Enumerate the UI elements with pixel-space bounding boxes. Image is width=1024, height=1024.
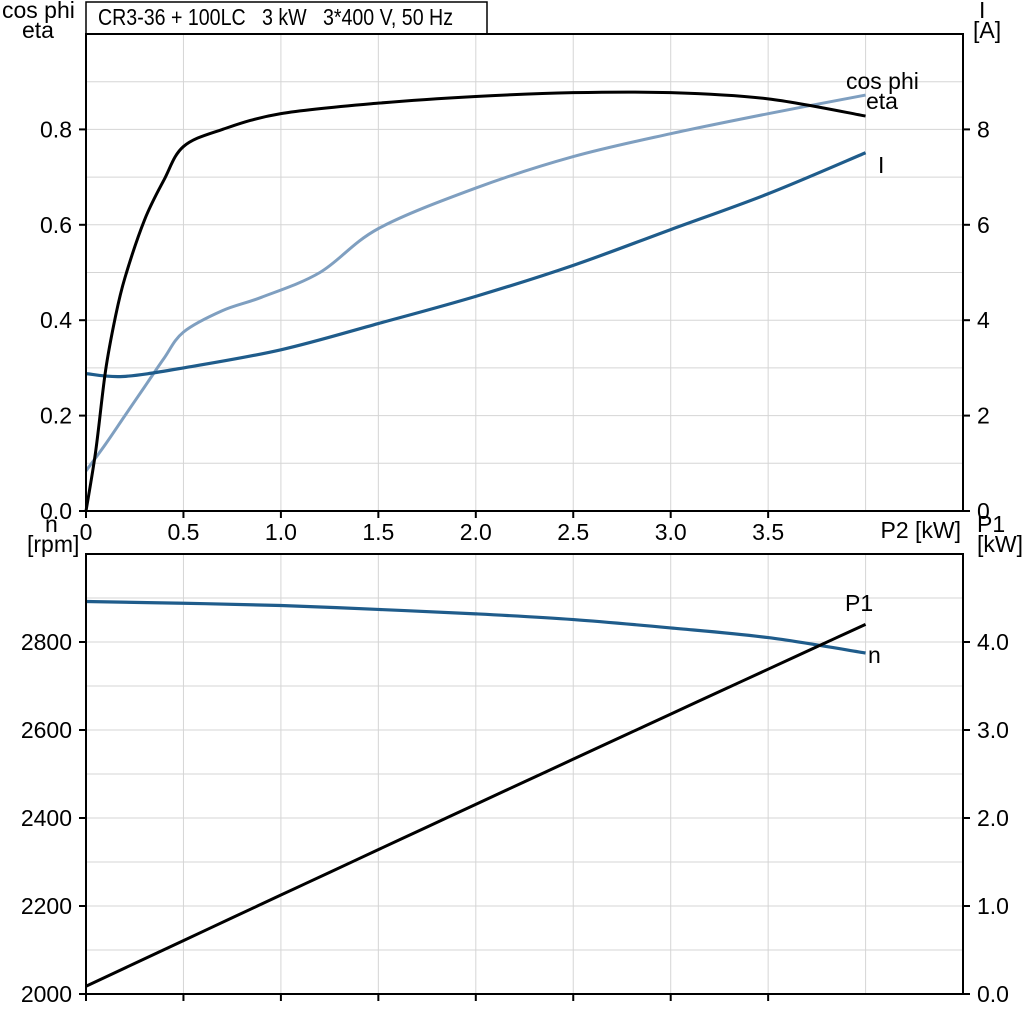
svg-text:0.4: 0.4: [40, 307, 72, 333]
svg-text:2.0: 2.0: [460, 519, 492, 545]
svg-text:[kW]: [kW]: [977, 531, 1023, 557]
svg-text:eta: eta: [866, 88, 898, 114]
svg-text:[rpm]: [rpm]: [27, 531, 79, 557]
svg-text:0.2: 0.2: [40, 403, 72, 429]
svg-text:0.6: 0.6: [40, 212, 72, 238]
svg-text:n: n: [868, 642, 881, 668]
svg-text:6: 6: [977, 212, 990, 238]
svg-text:2400: 2400: [21, 805, 72, 831]
svg-text:8: 8: [977, 116, 990, 142]
svg-text:3.0: 3.0: [655, 519, 687, 545]
svg-text:P2 [kW]: P2 [kW]: [880, 517, 961, 543]
svg-text:2.0: 2.0: [977, 805, 1009, 831]
svg-text:3.5: 3.5: [752, 519, 784, 545]
svg-text:2800: 2800: [21, 629, 72, 655]
svg-text:1.5: 1.5: [362, 519, 394, 545]
svg-text:0.5: 0.5: [167, 519, 199, 545]
svg-text:I: I: [878, 152, 884, 178]
svg-text:2200: 2200: [21, 893, 72, 919]
svg-text:2: 2: [977, 403, 990, 429]
svg-text:4: 4: [977, 307, 990, 333]
svg-text:3.0: 3.0: [977, 717, 1009, 743]
svg-text:2000: 2000: [21, 981, 72, 1007]
svg-text:0.8: 0.8: [40, 116, 72, 142]
svg-text:4.0: 4.0: [977, 629, 1009, 655]
svg-text:2600: 2600: [21, 717, 72, 743]
svg-text:P1: P1: [845, 590, 873, 616]
svg-text:CR3-36 + 100LC 3 kW 3*400: CR3-36 + 100LC 3 kW 3*400 V, 50 Hz: [98, 4, 453, 30]
svg-text:eta: eta: [22, 17, 54, 43]
svg-text:1.0: 1.0: [265, 519, 297, 545]
svg-text:[A]: [A]: [973, 17, 1001, 43]
svg-text:0.0: 0.0: [977, 981, 1009, 1007]
svg-text:0: 0: [80, 519, 93, 545]
svg-text:1.0: 1.0: [977, 893, 1009, 919]
svg-text:2.5: 2.5: [557, 519, 589, 545]
